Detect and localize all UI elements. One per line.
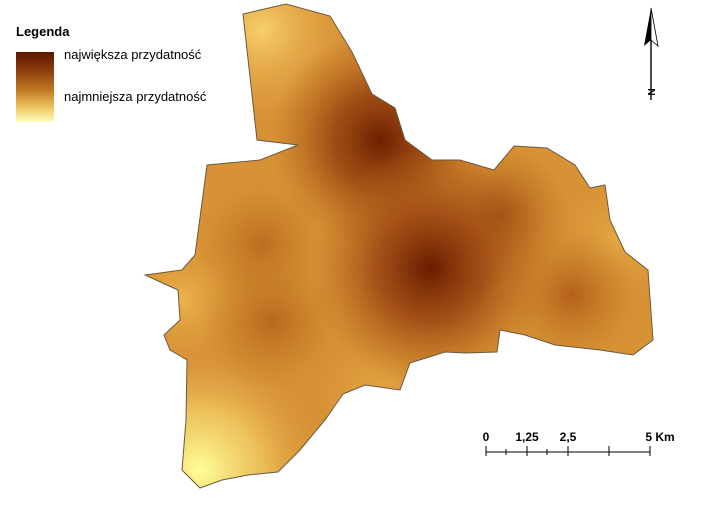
scale-label-1: 1,25	[515, 430, 539, 444]
north-arrow-icon: N	[644, 7, 659, 100]
legend-label-high: największa przydatność	[64, 47, 202, 62]
legend-label-low: najmniejsza przydatność	[64, 89, 207, 104]
region-boundary	[143, 3, 654, 489]
scale-bar: 0 1,25 2,5 5 Km	[483, 430, 675, 456]
suitability-surface	[145, 4, 653, 488]
north-label: N	[645, 88, 656, 95]
scale-label-2: 2,5	[560, 430, 577, 444]
scale-label-3: 5 Km	[645, 430, 674, 444]
scale-label-0: 0	[483, 430, 490, 444]
legend-title: Legenda	[16, 24, 70, 39]
legend-color-ramp	[16, 52, 54, 122]
